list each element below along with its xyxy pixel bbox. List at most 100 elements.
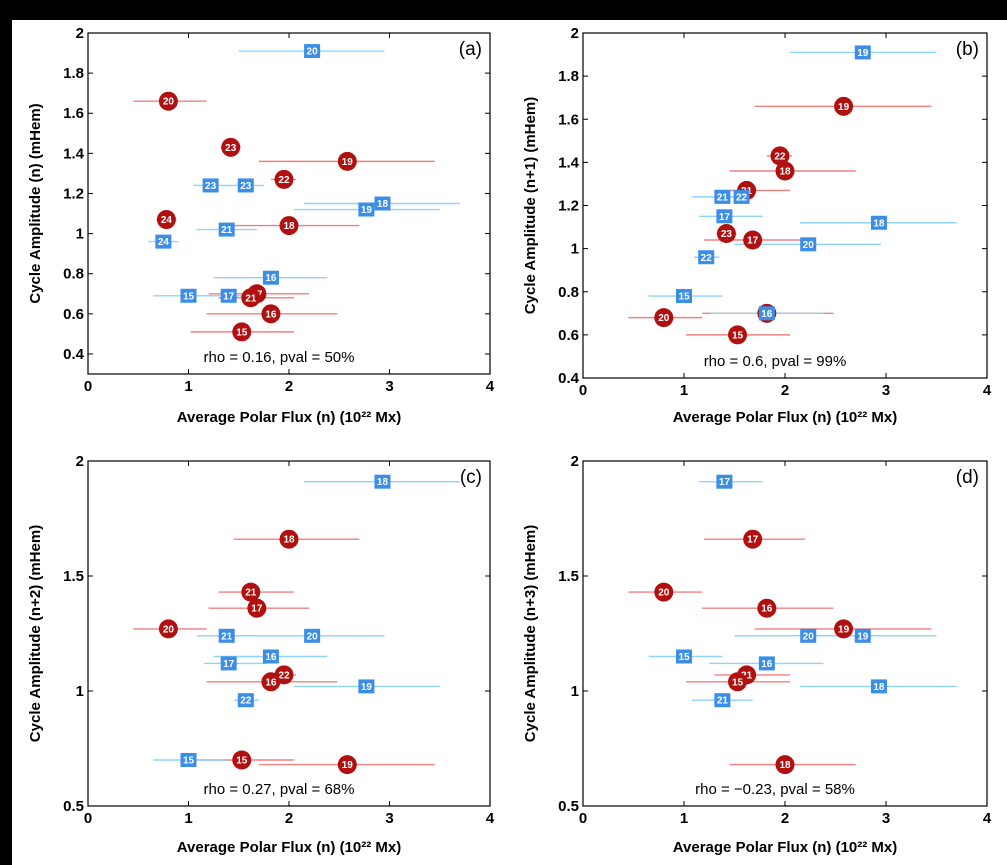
marker-label: 23: [721, 229, 733, 240]
square-marker: 19: [358, 679, 375, 694]
marker-label: 17: [747, 535, 759, 546]
circle-marker: 18: [279, 216, 299, 236]
y-tick-label: 1.6: [63, 105, 84, 122]
square-marker: 16: [758, 306, 775, 321]
x-tick-label: 2: [781, 382, 789, 399]
marker-label: 18: [779, 167, 791, 178]
marker-label: 21: [245, 293, 257, 304]
marker-label: 16: [265, 652, 277, 663]
y-tick-label: 1.5: [558, 568, 579, 585]
circle-marker-shape: [654, 582, 674, 602]
circle-marker: 16: [757, 598, 777, 618]
marker-label: 16: [265, 677, 277, 688]
y-tick-label: 0.5: [558, 798, 579, 815]
square-marker: 20: [304, 44, 321, 59]
x-axis-label: Average Polar Flux (n) (10²² Mx): [673, 409, 898, 426]
circle-marker-shape: [156, 210, 176, 230]
circle-marker: 15: [232, 750, 252, 770]
marker-label: 18: [873, 218, 885, 229]
y-axis-label: Cycle Amplitude (n+2) (mHem): [27, 525, 44, 742]
square-marker: 18: [374, 474, 391, 489]
marker-label: 16: [265, 309, 277, 320]
square-marker-shape: [220, 656, 237, 671]
square-marker: 17: [716, 474, 733, 489]
marker-label: 21: [741, 670, 753, 681]
stats-annotation: rho = 0.27, pval = 68%: [204, 781, 355, 798]
marker-label: 20: [163, 624, 175, 635]
square-marker: 16: [758, 656, 775, 671]
square-marker-shape: [800, 628, 817, 643]
marker-label: 20: [307, 47, 319, 58]
circle-marker-shape: [279, 529, 299, 549]
square-marker: 21: [714, 189, 731, 204]
circle-marker: 17: [743, 529, 763, 549]
marker-label: 23: [205, 181, 217, 192]
circle-marker: 18: [775, 755, 795, 775]
circle-marker: 20: [158, 91, 178, 111]
square-marker: 16: [262, 270, 279, 285]
marker-label: 21: [717, 696, 729, 707]
marker-label: 15: [236, 756, 248, 767]
x-tick-label: 0: [84, 378, 92, 395]
panel-a: 0 1 2 3 40.40.60.811.21.41.61.82202319222418…: [27, 25, 495, 426]
y-tick-label: 1.2: [558, 198, 579, 215]
circle-marker-shape: [232, 750, 252, 770]
circle-marker-shape: [654, 308, 674, 328]
marker-label: 18: [779, 760, 791, 771]
y-tick-label: 0.5: [63, 798, 84, 815]
marker-label: 21: [717, 192, 729, 203]
x-axis-label: Average Polar Flux (n) (10²² Mx): [673, 839, 898, 856]
circle-marker-shape: [337, 151, 357, 171]
square-marker-shape: [202, 178, 219, 193]
panel-label: (c): [460, 467, 482, 488]
square-marker: 20: [800, 628, 817, 643]
marker-label: 24: [161, 215, 173, 226]
marker-label: 23: [225, 143, 237, 154]
square-marker: 15: [676, 289, 692, 304]
square-marker-shape: [262, 270, 279, 285]
marker-label: 16: [265, 273, 277, 284]
marker-label: 19: [342, 157, 354, 168]
square-marker-shape: [237, 178, 254, 193]
marker-label: 15: [678, 652, 690, 663]
y-tick-label: 2: [571, 453, 579, 470]
marker-label: 19: [361, 205, 373, 216]
square-marker: 20: [800, 237, 817, 252]
marker-label: 19: [838, 624, 850, 635]
circle-marker: 16: [261, 304, 281, 324]
y-tick-label: 1.6: [558, 111, 579, 128]
circle-marker: 23: [221, 137, 241, 157]
y-tick-label: 1: [76, 683, 84, 700]
y-tick-label: 1: [571, 683, 579, 700]
circle-marker-shape: [834, 619, 854, 639]
square-marker: 15: [180, 288, 197, 303]
y-tick-label: 1.4: [558, 154, 580, 171]
square-marker: 21: [218, 628, 235, 643]
marker-label: 20: [307, 631, 319, 642]
y-tick-label: 1.8: [558, 68, 579, 85]
marker-label: 17: [719, 477, 731, 488]
y-tick-label: 2: [76, 25, 84, 42]
stats-annotation: rho = 0.6, pval = 99%: [704, 353, 847, 370]
marker-label: 15: [236, 327, 248, 338]
square-marker-shape: [304, 628, 321, 643]
y-tick-label: 1: [76, 226, 84, 243]
circle-marker: 20: [654, 308, 674, 328]
marker-label: 22: [240, 696, 252, 707]
circle-marker-shape: [775, 755, 795, 775]
square-marker: 23: [202, 178, 219, 193]
circle-marker: 19: [834, 619, 854, 639]
square-marker: 15: [180, 753, 197, 767]
marker-label: 19: [857, 631, 869, 642]
marker-label: 16: [761, 659, 773, 670]
x-tick-label: 3: [385, 378, 393, 395]
panel-label: (a): [459, 39, 482, 60]
square-marker: 21: [218, 222, 235, 237]
circle-marker: 19: [337, 755, 357, 775]
marker-label: 16: [761, 309, 773, 320]
square-marker: 23: [237, 178, 254, 193]
circle-marker-shape: [337, 755, 357, 775]
square-marker-shape: [374, 474, 391, 489]
marker-label: 20: [163, 97, 175, 108]
